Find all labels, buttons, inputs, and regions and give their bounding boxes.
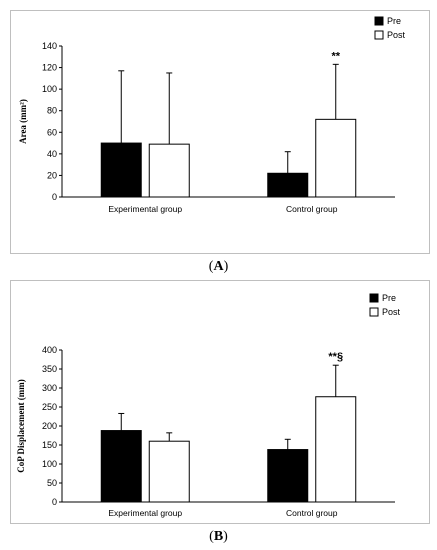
chart-a: 0 20 40 60 80 100 120 140 Area (mm²) Experimental… (18, 16, 406, 214)
legend-swatch (369, 293, 379, 303)
chart-panel-a (10, 10, 430, 254)
y-tick-label: 100 (42, 459, 57, 469)
y-tick-label: 50 (47, 478, 57, 488)
y-tick-label: 250 (42, 402, 57, 412)
y-tick-label: 100 (42, 84, 57, 94)
category-label: Control group (286, 204, 338, 214)
panel-label-a: (A) (208, 259, 229, 274)
y-tick-label: 80 (47, 106, 57, 116)
bar (100, 142, 142, 198)
y-tick-label: 150 (42, 440, 57, 450)
significance-annotation: ** (331, 50, 340, 62)
significance-annotation: **§ (328, 351, 343, 363)
bar (148, 143, 190, 198)
y-axis-label: CoP Displacement (mm) (16, 379, 26, 472)
category-label: Experimental group (108, 204, 182, 214)
legend-label: Pre (387, 16, 401, 26)
legend-label: Pre (382, 293, 396, 303)
bar (100, 430, 142, 503)
legend-swatch (374, 16, 384, 26)
y-tick-label: 350 (42, 364, 57, 374)
bar (267, 449, 309, 503)
chart-b: 0 50 100 150 200 250 300 350 400 CoP Displacement… (16, 293, 401, 518)
panel-label-b: (B) (209, 529, 228, 544)
bar (315, 396, 357, 503)
legend-label: Post (382, 307, 401, 317)
bar (267, 172, 309, 198)
bar (148, 440, 190, 503)
bar (315, 118, 357, 198)
chart-panel-b (10, 280, 430, 524)
y-tick-label: 120 (42, 63, 57, 73)
legend-swatch (374, 30, 384, 40)
y-tick-label: 60 (47, 127, 57, 137)
y-tick-label: 0 (52, 497, 57, 507)
y-axis-label: Area (mm²) (18, 99, 28, 144)
y-tick-label: 300 (42, 383, 57, 393)
category-label: Control group (286, 508, 338, 518)
y-tick-label: 0 (52, 192, 57, 202)
y-tick-label: 20 (47, 170, 57, 180)
legend-swatch (369, 307, 379, 317)
y-tick-label: 140 (42, 41, 57, 51)
category-label: Experimental group (108, 508, 182, 518)
y-tick-label: 200 (42, 421, 57, 431)
y-tick-label: 400 (42, 345, 57, 355)
y-tick-label: 40 (47, 149, 57, 159)
legend-label: Post (387, 30, 406, 40)
